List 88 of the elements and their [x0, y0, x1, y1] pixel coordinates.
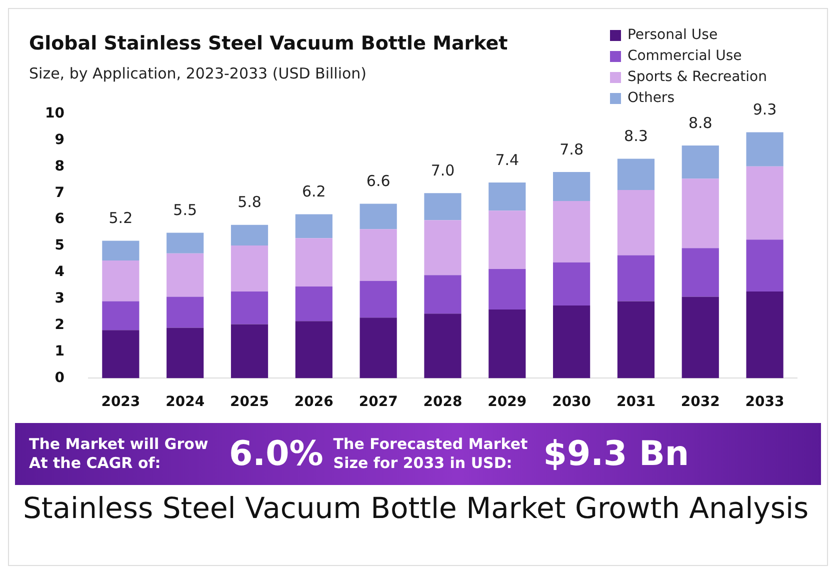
x-tick-label: 2030: [552, 394, 592, 410]
bar: [295, 286, 332, 322]
bar: [166, 296, 204, 328]
bar: [102, 240, 140, 261]
bar: [488, 309, 526, 378]
y-tick-label: 0: [54, 370, 65, 386]
x-tick-label: 2027: [358, 394, 398, 410]
bar: [424, 314, 462, 378]
y-tick-label: 3: [54, 290, 64, 307]
bar: [360, 318, 397, 378]
total-label: 6.6: [366, 172, 390, 190]
bar: [682, 296, 719, 378]
bar: [230, 291, 268, 324]
bar: [553, 201, 590, 262]
text: 6.0%: [229, 434, 324, 474]
legend-label: Commercial Use: [627, 48, 742, 64]
bar: [488, 182, 526, 211]
y-tick-label: 7: [54, 184, 64, 201]
total-label: 5.5: [173, 201, 198, 220]
bar: [488, 210, 526, 270]
total-label: 9.3: [752, 100, 777, 119]
bar: [230, 224, 268, 246]
bar: [617, 158, 655, 190]
total-label: 5.8: [238, 193, 262, 212]
x-tick-label: 2029: [488, 394, 527, 410]
total-label: 8.8: [688, 114, 712, 132]
bar: [553, 305, 590, 378]
x-tick-label: 2024: [166, 394, 205, 410]
bar: [488, 269, 526, 310]
bar: [682, 178, 719, 248]
bar: [102, 260, 140, 302]
bar: [166, 232, 204, 254]
chart-subtitle: Size, by Application, 2023-2033 (USD Billion): [29, 64, 367, 83]
bar: [295, 214, 332, 238]
bar: [746, 240, 784, 292]
bar: [295, 321, 332, 378]
bar: [424, 275, 462, 314]
bar: [230, 324, 268, 378]
x-tick-label: 2031: [616, 394, 656, 410]
y-tick-label: 10: [45, 105, 65, 122]
y-tick-label: 1: [54, 343, 64, 360]
total-label: 6.2: [302, 182, 326, 201]
bar: [746, 166, 784, 240]
total-label: 7.4: [495, 150, 520, 169]
x-tick-label: 2033: [745, 394, 784, 410]
bar: [360, 280, 397, 318]
bar: [553, 262, 590, 306]
bar: [682, 248, 719, 297]
text: The Forecasted Market Size for 2033 in USD:: [333, 435, 529, 473]
bar: [295, 238, 332, 286]
y-tick-label: 9: [54, 132, 64, 148]
text: The Market will Grow At the CAGR of:: [29, 435, 210, 473]
text: Stainless Steel Vacuum Bottle Market Growth Analysis: [22, 490, 810, 527]
y-tick-label: 2: [54, 316, 64, 333]
total-label: 7.8: [560, 140, 584, 158]
bar: [746, 132, 784, 166]
y-tick-label: 6: [54, 211, 64, 228]
bar: [230, 245, 268, 292]
bar: [102, 301, 140, 330]
x-tick-label: 2026: [294, 394, 334, 410]
bar: [102, 330, 140, 378]
x-tick-label: 2028: [423, 394, 462, 410]
bar: [166, 253, 204, 297]
y-tick-label: 8: [54, 158, 64, 174]
x-tick-label: 2025: [230, 394, 269, 410]
text: $9.3 Bn: [543, 434, 690, 474]
chart-title: Global Stainless Steel Vacuum Bottle Market: [29, 32, 508, 54]
bar: [682, 146, 719, 179]
x-tick-label: 2023: [101, 394, 140, 410]
bar: [617, 301, 655, 378]
bar: [746, 291, 784, 378]
legend-label: Others: [627, 90, 674, 106]
total-label: 7.0: [430, 162, 455, 180]
total-label: 8.3: [624, 127, 648, 146]
y-tick-label: 4: [54, 264, 65, 280]
bar: [360, 204, 397, 230]
bar: [617, 190, 655, 256]
legend-label: Personal Use: [627, 27, 718, 43]
y-tick-label: 5: [54, 238, 64, 254]
total-label: 5.2: [108, 209, 133, 228]
bar: [360, 229, 397, 281]
legend-label: Sports & Recreation: [627, 69, 767, 85]
bar: [424, 220, 462, 276]
bar: [166, 328, 204, 378]
bar: [617, 255, 655, 302]
x-tick-label: 2032: [680, 394, 720, 410]
bar: [553, 172, 590, 202]
bar: [424, 193, 462, 220]
